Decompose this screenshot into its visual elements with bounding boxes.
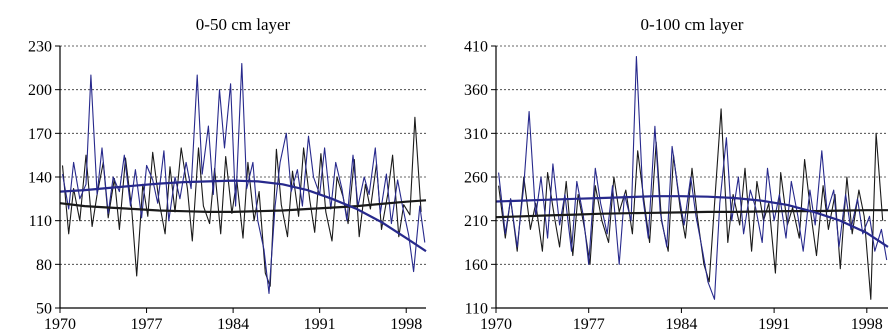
y-tick-label: 410 [464, 39, 488, 56]
trend-line-series-2 [59, 199, 427, 213]
y-tick-label: 80 [36, 257, 52, 274]
chart-panel-0-50cm: 0-50 cm layer 50 80 110 140 170 200 230 1970 1977… [28, 15, 427, 333]
x-tick-label: 1970 [44, 316, 76, 333]
y-tick-label: 50 [36, 301, 52, 318]
raw-line-series-1 [61, 62, 426, 294]
x-tick-label: 1977 [131, 316, 163, 333]
trend-line-series-2 [495, 209, 888, 219]
x-tick-label: 1984 [217, 316, 249, 333]
chart-panel-0-100cm: 0-100 cm layer 110 160 210 260 310 360 410 1970 1… [464, 15, 889, 333]
x-tick-label: 1998 [390, 316, 422, 333]
y-tick-label: 230 [28, 39, 52, 56]
x-tick-label: 1991 [758, 316, 790, 333]
x-tick-label: 1991 [304, 316, 336, 333]
trend-line-series-3 [495, 195, 889, 248]
x-tick-label: 1977 [573, 316, 605, 333]
y-tick-label: 200 [28, 82, 52, 99]
x-tick-label: 1970 [480, 316, 512, 333]
raw-line-series-0 [498, 108, 884, 300]
y-tick-label: 310 [464, 126, 488, 143]
chart-title: 0-50 cm layer [196, 15, 291, 34]
y-tick-label: 140 [28, 170, 52, 187]
x-tick-label: 1984 [665, 316, 697, 333]
trend-line-series-3 [59, 179, 427, 253]
y-tick-label: 110 [29, 213, 52, 230]
y-tick-label: 210 [464, 213, 488, 230]
chart-title: 0-100 cm layer [641, 15, 744, 34]
y-tick-label: 110 [465, 301, 488, 318]
y-tick-label: 170 [28, 126, 52, 143]
y-tick-label: 260 [464, 170, 488, 187]
y-tick-label: 360 [464, 82, 488, 99]
x-tick-label: 1998 [851, 316, 883, 333]
raw-line-series-0 [61, 116, 422, 287]
y-tick-label: 160 [464, 257, 488, 274]
